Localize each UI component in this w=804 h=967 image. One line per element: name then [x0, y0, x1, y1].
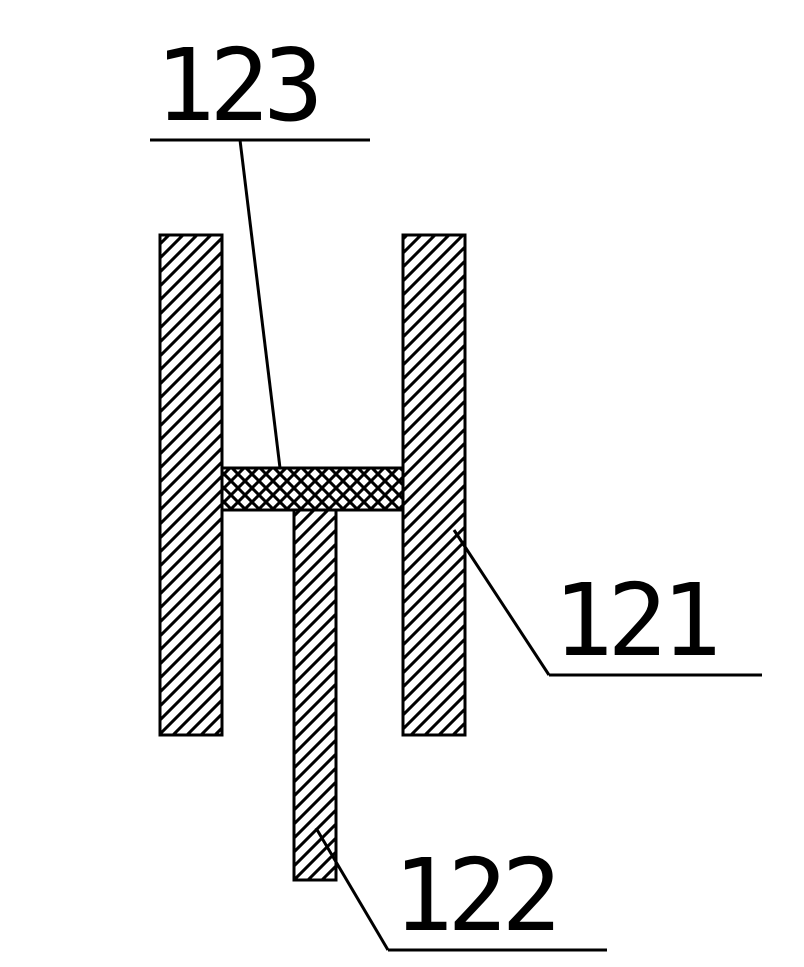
diagram-svg: 123 121 122 [0, 0, 804, 967]
label-122-leader [316, 828, 388, 950]
part-vertical-stem [294, 510, 336, 880]
part-left-bar [160, 235, 222, 735]
label-123-leader [240, 140, 280, 468]
label-123-text: 123 [155, 27, 318, 144]
part-right-bar [403, 235, 465, 735]
label-121-text: 121 [553, 562, 716, 679]
label-122-text: 122 [393, 837, 556, 954]
label-121-leader [454, 530, 549, 675]
part-horizontal-bar [222, 468, 403, 510]
